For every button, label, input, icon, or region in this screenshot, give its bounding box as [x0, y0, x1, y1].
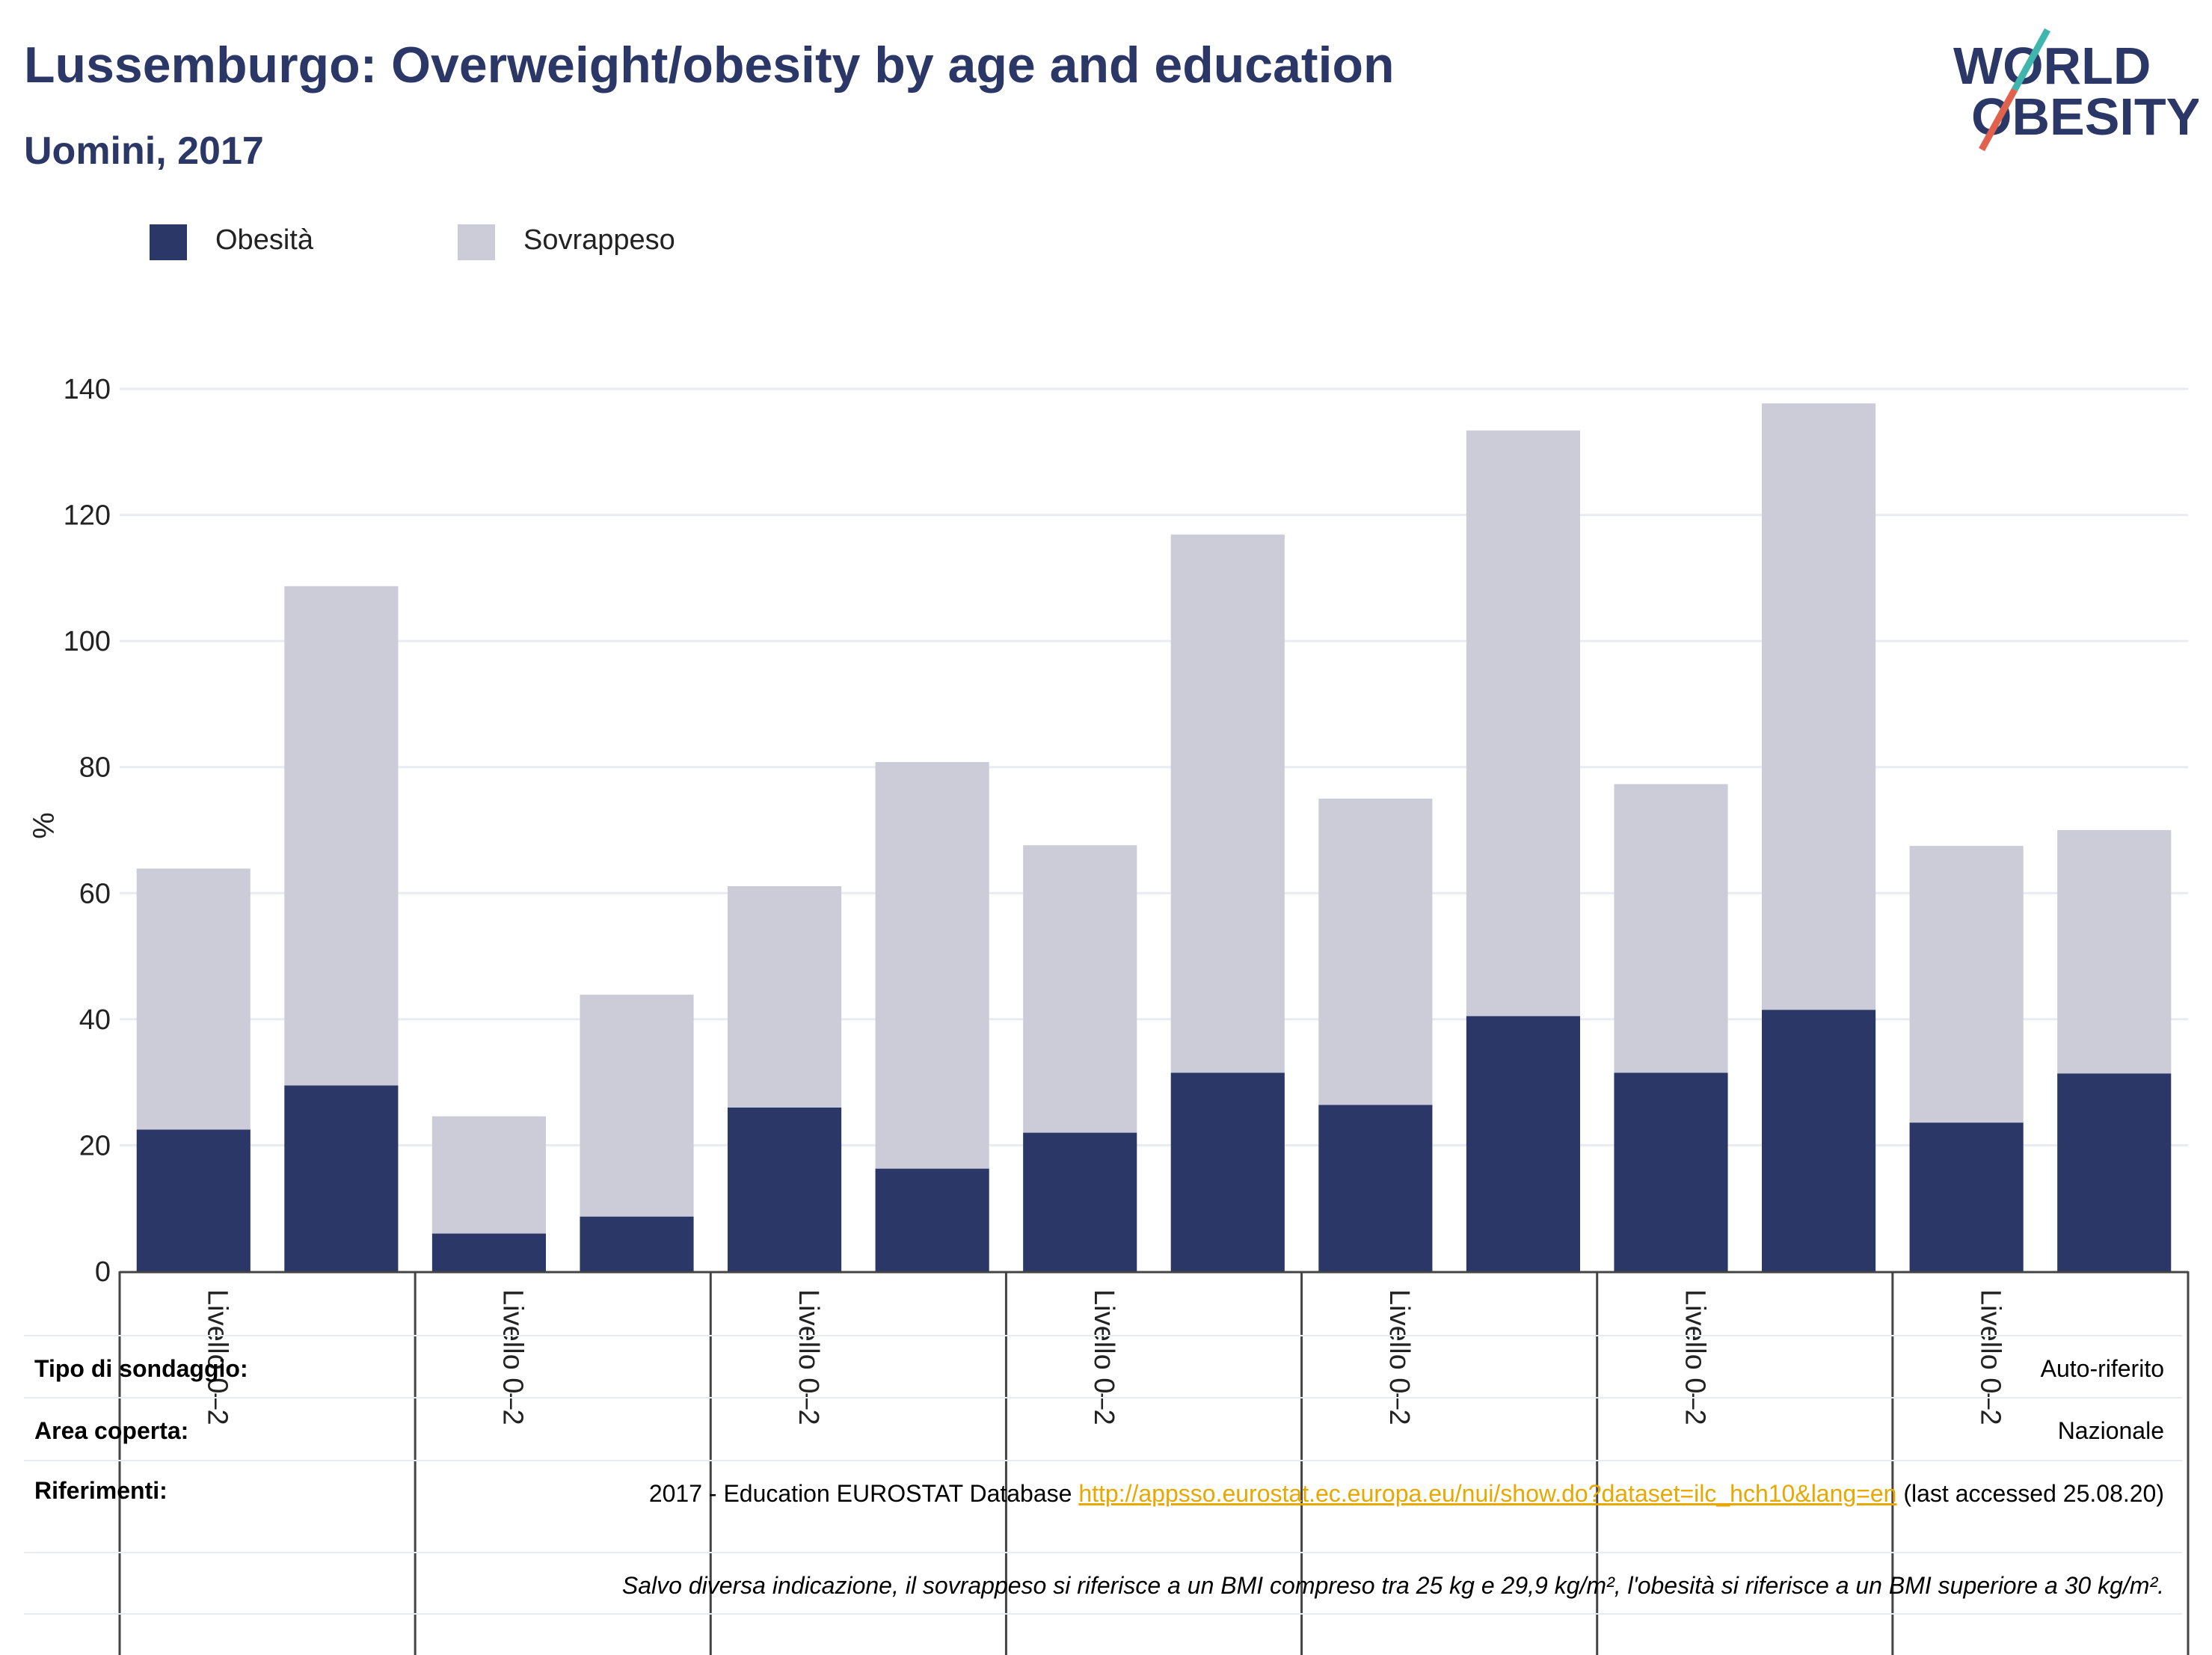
bar-overweight[interactable] [1762, 403, 1876, 1010]
bar-overweight[interactable] [728, 886, 842, 1108]
bar-obesity[interactable] [1023, 1132, 1137, 1271]
logo-coral-slash [1979, 87, 2018, 152]
y-tick-label: 0 [95, 1256, 111, 1288]
bar-overweight[interactable] [1318, 798, 1433, 1105]
bar-obesity[interactable] [1170, 1072, 1285, 1272]
bar-overweight[interactable] [1614, 784, 1728, 1073]
chart-subtitle: Uomini, 2017 [24, 129, 264, 173]
x-group-label: Livello 0–2 [793, 1289, 824, 1425]
x-group-label: Livello 0–2 [1088, 1289, 1119, 1425]
bar-overweight[interactable] [2057, 830, 2172, 1074]
bar-obesity[interactable] [728, 1107, 842, 1271]
x-axis: Livello 0–2 Livello 0–2 Livello 0–2 Livello… [118, 1271, 2190, 1655]
x-group-label: Livello 0–2 [1383, 1289, 1415, 1425]
y-tick-label: 140 [64, 374, 111, 405]
x-group-label: Livello 0–2 [1679, 1289, 1710, 1425]
bars [136, 403, 2172, 1272]
logo-teal-slash [2012, 28, 2050, 92]
footer-divider [24, 1460, 2182, 1461]
survey-type-value: Auto-riferito [2040, 1355, 2164, 1382]
references-link[interactable]: http://appsso.eurostat.ec.europa.eu/nui/… [1078, 1480, 1897, 1507]
references-suffix: (last accessed 25.08.20) [1903, 1480, 2164, 1507]
x-group-label: Livello 0–2 [1974, 1289, 2006, 1425]
area-value: Nazionale [2057, 1417, 2164, 1444]
bar-obesity[interactable] [1614, 1072, 1728, 1272]
bar-obesity[interactable] [431, 1233, 546, 1271]
logo-line1: WORLD [1953, 37, 2151, 95]
bar-overweight[interactable] [1909, 846, 2024, 1123]
gridlines [120, 387, 2188, 1146]
survey-type-label: Tipo di sondaggio: [34, 1355, 248, 1382]
bar-obesity[interactable] [875, 1168, 989, 1271]
bar-overweight[interactable] [580, 994, 694, 1217]
references-label: Riferimenti: [34, 1477, 168, 1504]
bar-overweight[interactable] [284, 586, 399, 1086]
chart-title: Lussemburgo: Overweight/obesity by age a… [24, 37, 1395, 93]
y-axis-label: % [28, 812, 61, 839]
references-value: 2017 - Education EUROSTAT Database http:… [369, 1477, 2164, 1510]
world-obesity-logo: WORLD OBESITY [1953, 28, 2199, 152]
bar-overweight[interactable] [136, 868, 251, 1130]
bar-obesity[interactable] [2057, 1073, 2172, 1271]
bar-overweight[interactable] [875, 761, 989, 1169]
legend-label-obesity: Obesità [215, 224, 313, 256]
footer-divider [24, 1397, 2182, 1398]
area-label: Area coperta: [34, 1417, 189, 1444]
bar-overweight[interactable] [1466, 430, 1580, 1016]
y-tick-label: 120 [64, 500, 111, 532]
legend-label-overweight: Sovrappeso [523, 224, 675, 256]
footer-divider [24, 1552, 2182, 1553]
y-axis: 0 20 40 60 80 100 120 140 [64, 374, 111, 1288]
x-group-label: Livello 0–2 [497, 1289, 529, 1425]
bar-obesity[interactable] [580, 1216, 694, 1271]
references-text: 2017 - Education EUROSTAT Database [648, 1480, 1072, 1507]
bar-overweight[interactable] [431, 1116, 546, 1234]
bar-obesity[interactable] [136, 1129, 251, 1271]
definition-note: Salvo diversa indicazione, il sovrappeso… [621, 1572, 2164, 1599]
y-tick-label: 60 [79, 878, 111, 909]
bar-obesity[interactable] [1318, 1105, 1433, 1271]
footer-divider [24, 1613, 2182, 1615]
y-tick-label: 100 [64, 626, 111, 657]
legend-swatch-obesity [150, 224, 187, 260]
footer-divider [24, 1335, 2182, 1336]
bar-obesity[interactable] [1909, 1123, 2024, 1271]
bar-obesity[interactable] [284, 1085, 399, 1271]
bar-overweight[interactable] [1023, 845, 1137, 1133]
y-tick-label: 80 [79, 752, 111, 784]
x-group-label: Livello 0–2 [202, 1289, 233, 1425]
bar-obesity[interactable] [1466, 1016, 1580, 1271]
y-tick-label: 20 [79, 1130, 111, 1161]
legend-swatch-overweight [458, 224, 495, 260]
bar-overweight[interactable] [1170, 534, 1285, 1073]
y-tick-label: 40 [79, 1004, 111, 1036]
bar-obesity[interactable] [1762, 1010, 1876, 1271]
